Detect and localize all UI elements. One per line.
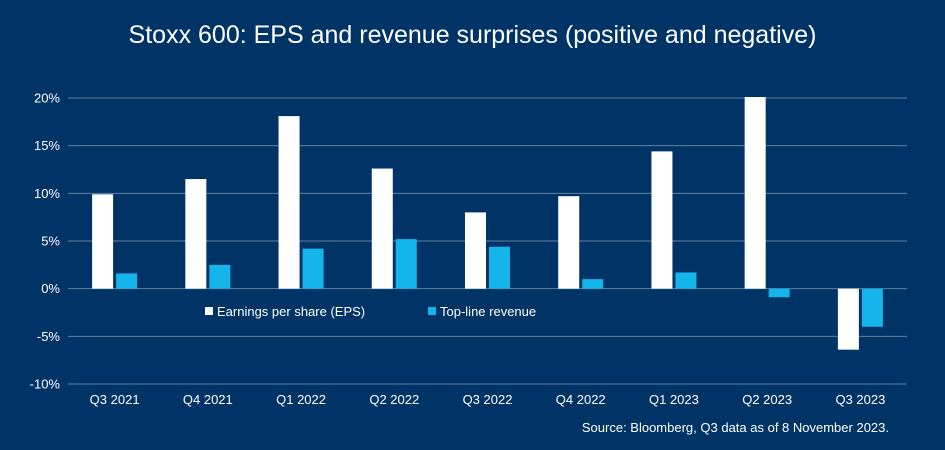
y-tick-label: 15% bbox=[34, 138, 60, 153]
y-tick-label: -5% bbox=[37, 329, 61, 344]
x-tick-label: Q4 2022 bbox=[556, 392, 606, 407]
y-tick-label: -10% bbox=[30, 377, 61, 392]
x-axis-ticks: Q3 2021 Q4 2021 Q1 2022 Q2 2022 Q3 2022 Q4 20… bbox=[90, 392, 886, 407]
legend-label-eps: Earnings per share (EPS) bbox=[217, 304, 365, 319]
bar-revenue bbox=[675, 272, 697, 289]
x-tick-label: Q2 2023 bbox=[742, 392, 792, 407]
legend-swatch-revenue bbox=[428, 307, 436, 315]
bar-eps bbox=[558, 196, 580, 289]
legend-swatch-eps bbox=[205, 307, 213, 315]
bar-revenue bbox=[209, 264, 231, 289]
chart-title: Stoxx 600: EPS and revenue surprises (po… bbox=[128, 21, 817, 49]
bar-eps bbox=[651, 151, 673, 289]
bar-revenue bbox=[116, 273, 138, 289]
x-tick-label: Q4 2021 bbox=[183, 392, 233, 407]
bar-eps bbox=[92, 194, 114, 289]
bar-revenue bbox=[768, 288, 790, 298]
bar-eps bbox=[278, 116, 300, 289]
y-tick-label: 5% bbox=[41, 234, 60, 249]
gridlines bbox=[68, 97, 907, 385]
x-tick-label: Q3 2022 bbox=[463, 392, 513, 407]
bar-revenue bbox=[861, 288, 883, 327]
x-tick-label: Q3 2021 bbox=[90, 392, 140, 407]
bar-revenue bbox=[302, 248, 324, 289]
y-tick-label: 10% bbox=[34, 186, 60, 201]
legend: Earnings per share (EPS) Top-line revenu… bbox=[205, 304, 536, 319]
x-tick-label: Q3 2023 bbox=[835, 392, 885, 407]
bar-eps bbox=[371, 168, 393, 289]
bar-eps bbox=[837, 288, 859, 350]
bars bbox=[92, 97, 883, 350]
source-note: Source: Bloomberg, Q3 data as of 8 Novem… bbox=[581, 420, 889, 435]
legend-label-revenue: Top-line revenue bbox=[440, 304, 536, 319]
y-axis-ticks: -10% -5% 0% 5% 10% 15% 20% bbox=[30, 91, 61, 392]
bar-eps bbox=[465, 212, 486, 289]
bar-revenue bbox=[582, 279, 604, 289]
y-tick-label: 0% bbox=[41, 281, 60, 296]
y-tick-label: 20% bbox=[34, 91, 60, 106]
x-tick-label: Q2 2022 bbox=[369, 392, 419, 407]
bar-revenue bbox=[395, 239, 417, 289]
bar-eps bbox=[185, 179, 207, 289]
x-tick-label: Q1 2023 bbox=[649, 392, 699, 407]
bar-eps bbox=[744, 97, 766, 289]
x-tick-label: Q1 2022 bbox=[276, 392, 326, 407]
bar-revenue bbox=[489, 246, 510, 289]
